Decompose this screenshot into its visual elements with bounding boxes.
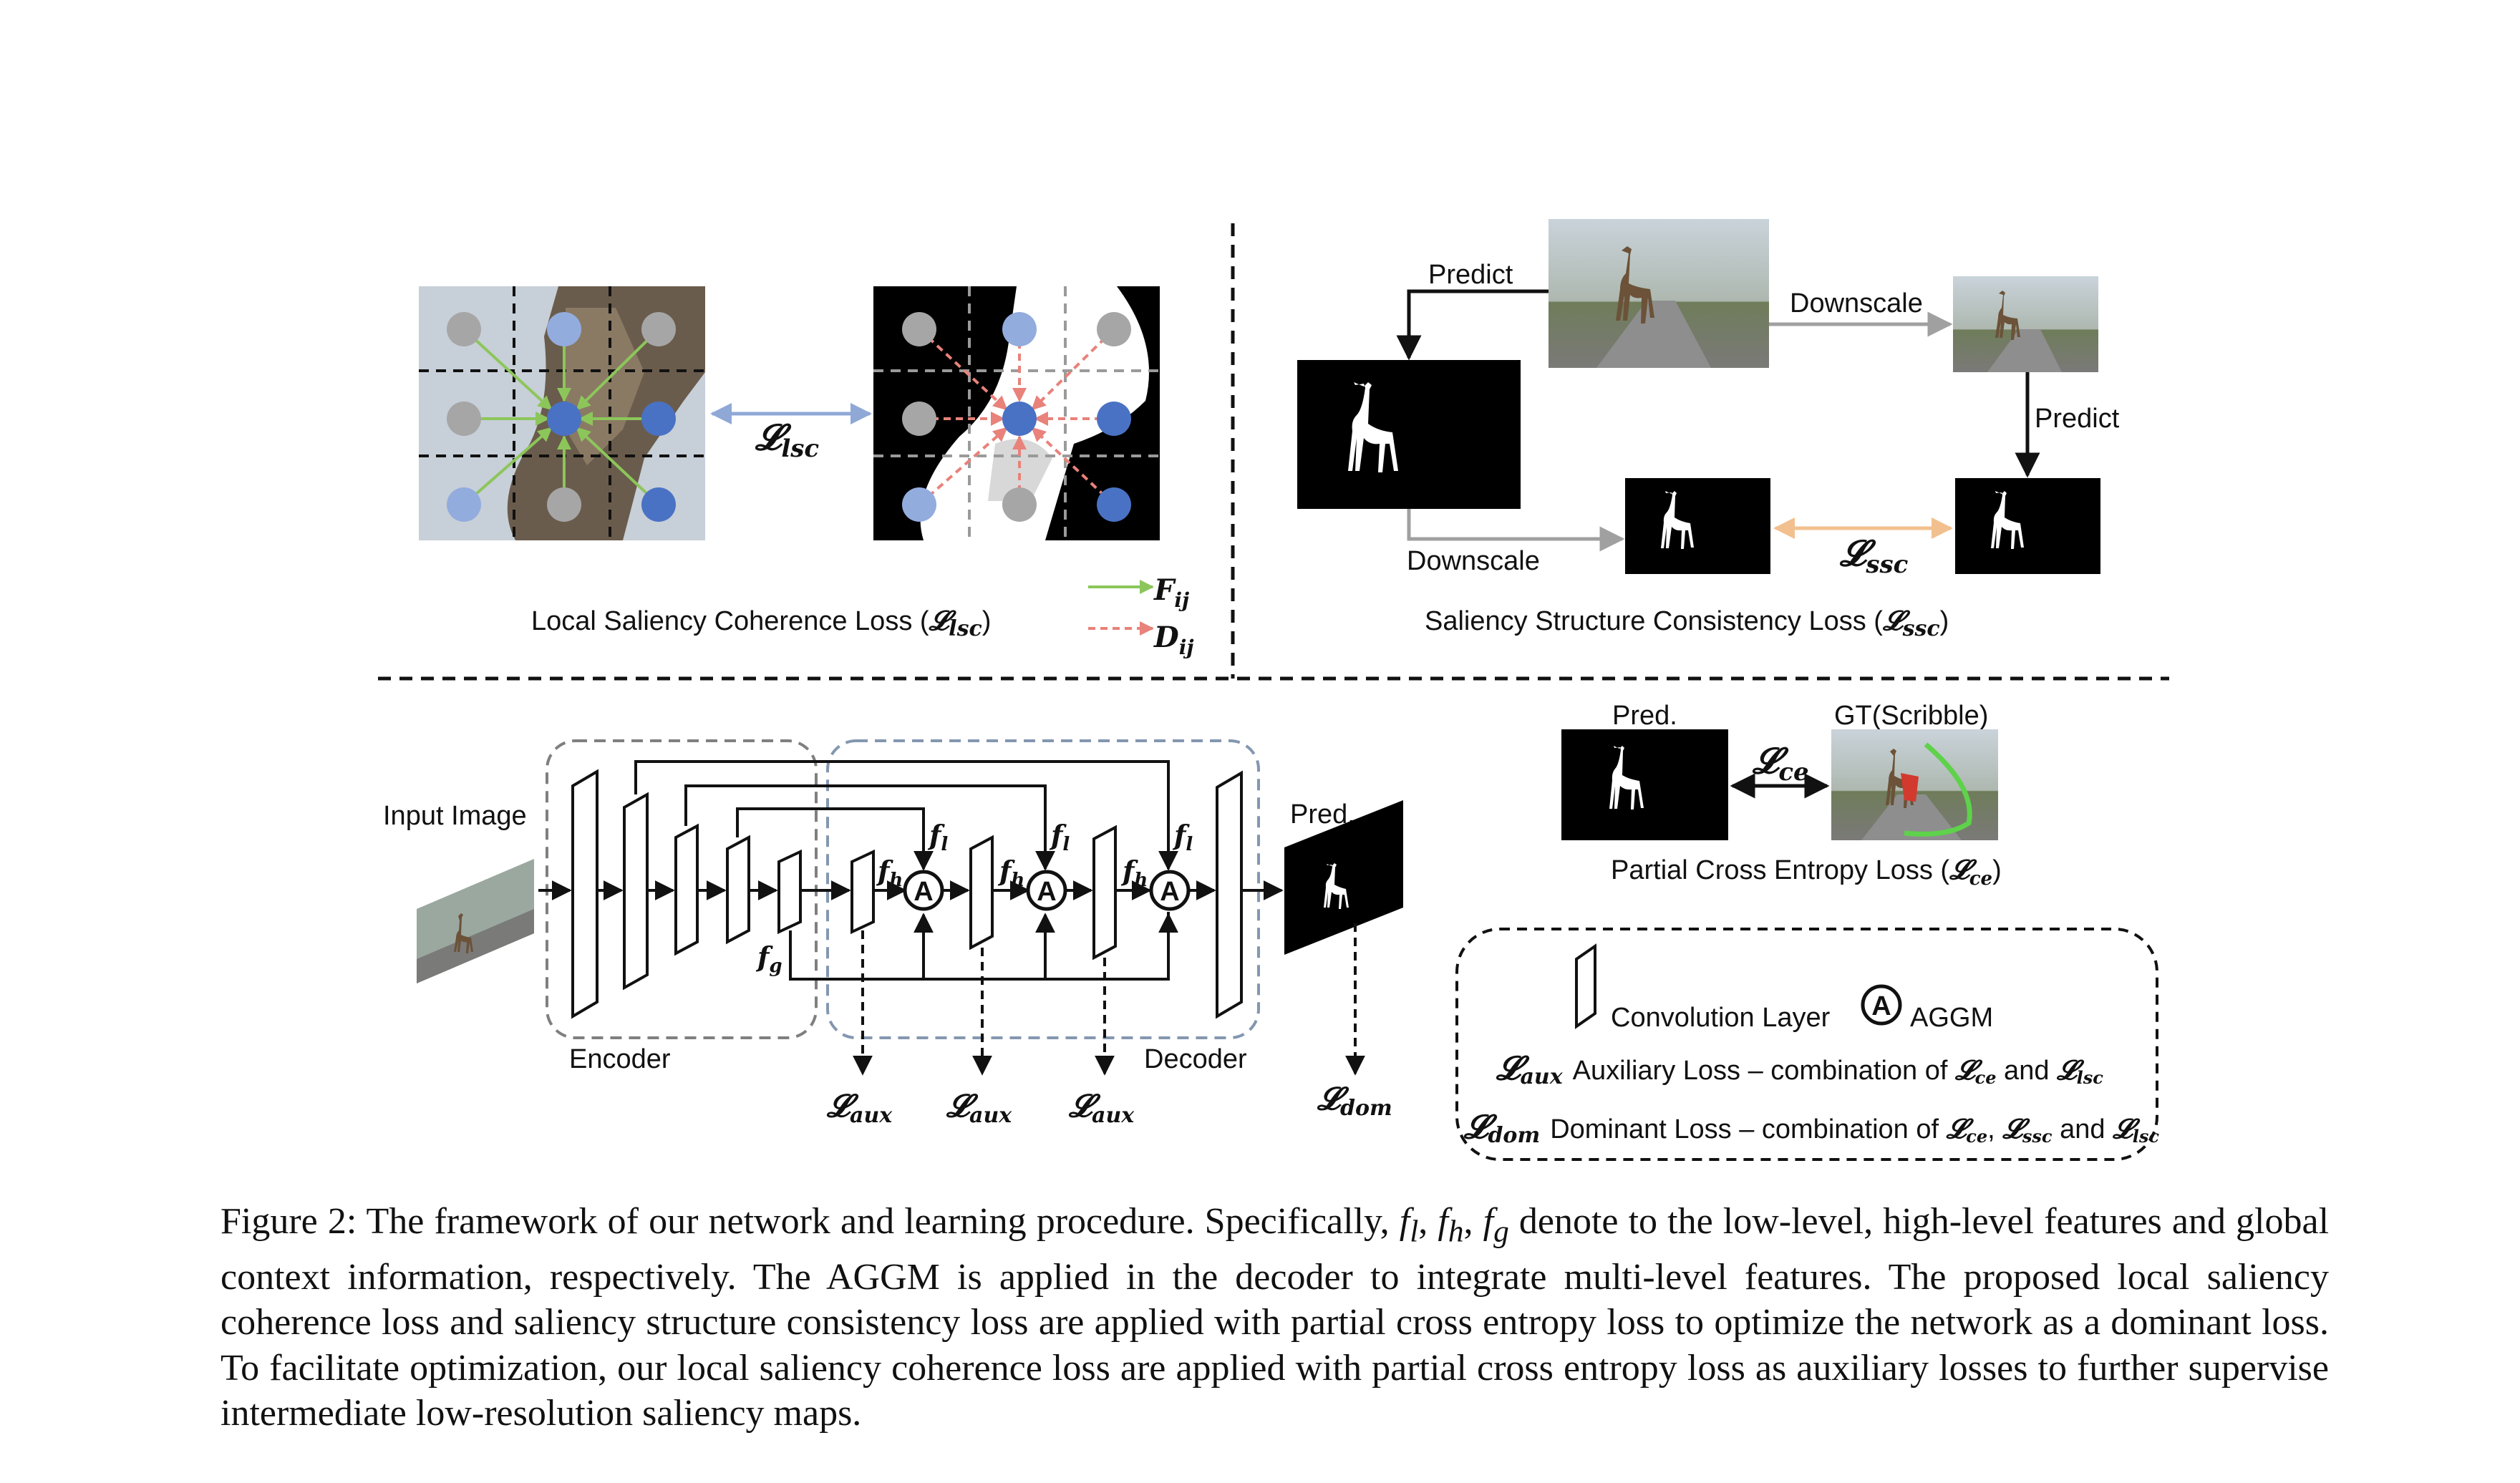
encoder-label: Encoder — [569, 1044, 671, 1074]
ce-gt-scribble-image — [1831, 729, 1998, 840]
patch-nodes — [447, 312, 676, 522]
pred-mask-large — [1297, 360, 1521, 509]
loss-labels: 𝓛aux 𝓛aux 𝓛aux 𝓛dom — [826, 1081, 1392, 1128]
svg-text:fh: fh — [1120, 855, 1148, 891]
svg-text:fh: fh — [876, 855, 903, 891]
legend-conv-label: Convolution Layer — [1611, 1003, 1831, 1033]
encoder-conv-layers — [571, 769, 802, 1019]
input-photo-small — [1953, 276, 2098, 372]
ce-gt-label: GT(Scribble) — [1834, 701, 1988, 731]
svg-text:𝓛dom: 𝓛dom — [1317, 1081, 1392, 1121]
predict-arrow-top — [1396, 289, 1549, 361]
figure-caption: Figure 2: The framework of our network a… — [220, 1201, 2330, 1434]
legend-box: Convolution Layer A AGGM 𝓛aux Auxiliary L… — [1455, 928, 2159, 1161]
lsc-panel-title: Local Saliency Coherence Loss (𝓛lsc) — [531, 604, 991, 641]
svg-text:𝓛aux: 𝓛aux — [1068, 1088, 1135, 1128]
svg-text:fh: fh — [997, 855, 1024, 891]
ce-link-label: 𝓛ce — [1752, 739, 1809, 787]
saliency-nodes — [902, 312, 1131, 522]
aggm-node-3: A — [1149, 870, 1191, 911]
svg-text:A: A — [914, 877, 933, 907]
svg-text:fl: fl — [927, 819, 948, 855]
aggm-node-2: A — [1026, 870, 1067, 911]
svg-text:Fij: Fij — [1153, 573, 1189, 612]
lsc-legend: Fij Dij — [1088, 573, 1193, 659]
input-photo-large — [1549, 219, 1769, 368]
input-image-thumb — [417, 859, 534, 983]
pred-mask-small-right — [1955, 478, 2100, 574]
downscale-label-top: Downscale — [1790, 288, 1923, 319]
patch-grid — [419, 286, 705, 540]
svg-text:Dij: Dij — [1153, 621, 1193, 659]
svg-text:A: A — [1871, 991, 1891, 1021]
downscale-label-bottom: Downscale — [1407, 546, 1540, 576]
ce-panel-title: Partial Cross Entropy Loss (𝓛ce) — [1611, 853, 2002, 890]
svg-text:fg: fg — [755, 940, 782, 977]
decoder-box — [826, 739, 1260, 1039]
ssc-panel: Predict Downscale Predict Downscale 𝓛ssc… — [1297, 219, 2120, 641]
svg-text:fl: fl — [1049, 819, 1070, 855]
ce-pred-mask — [1561, 729, 1728, 840]
legend-aggm-label: AGGM — [1910, 1003, 1993, 1033]
svg-text:𝓛aux: 𝓛aux — [826, 1088, 893, 1128]
ssc-link-label: 𝓛ssc — [1839, 532, 1909, 579]
predict-label-right: Predict — [2035, 404, 2120, 434]
lsc-link-label: 𝓛lsc — [755, 416, 819, 463]
aggm-node-1: A — [903, 870, 944, 911]
decoder-conv-layers — [850, 770, 1243, 1019]
lsc-panel: 𝓛lsc Local Saliency Coherence Loss ( — [419, 286, 1193, 659]
network-panel: Input Image Encoder Decoder — [383, 739, 1403, 1128]
legend-aggm-icon: A — [1861, 984, 1902, 1026]
pred-output-image — [1284, 800, 1403, 955]
svg-text:𝓛aux: 𝓛aux — [946, 1088, 1012, 1128]
legend-dom-row: 𝓛dom Dominant Loss – combination of 𝓛ce, … — [1463, 1107, 2159, 1148]
input-image-label: Input Image — [383, 801, 527, 831]
global-context-line — [789, 912, 1178, 981]
legend-aux-row: 𝓛aux Auxiliary Loss – combination of 𝓛ce … — [1496, 1049, 2103, 1089]
decoder-label: Decoder — [1144, 1044, 1247, 1074]
ce-pred-label: Pred. — [1612, 701, 1677, 731]
loss-arrows — [853, 923, 1365, 1076]
skip-connections — [634, 760, 1178, 871]
legend-conv-icon — [1575, 943, 1596, 1029]
svg-text:fl: fl — [1172, 819, 1193, 855]
saliency-grid — [873, 286, 1160, 540]
downscale-arrow-bottom — [1407, 509, 1625, 552]
svg-text:A: A — [1037, 877, 1056, 907]
pred-mask-small-left — [1625, 478, 1770, 574]
predict-label-top: Predict — [1428, 260, 1513, 290]
ssc-panel-title: Saliency Structure Consistency Loss (𝓛ss… — [1425, 604, 1949, 641]
svg-text:A: A — [1160, 877, 1179, 907]
ce-panel: Pred. GT(Scribble) 𝓛ce Partial Cross Ent… — [1561, 701, 2002, 890]
